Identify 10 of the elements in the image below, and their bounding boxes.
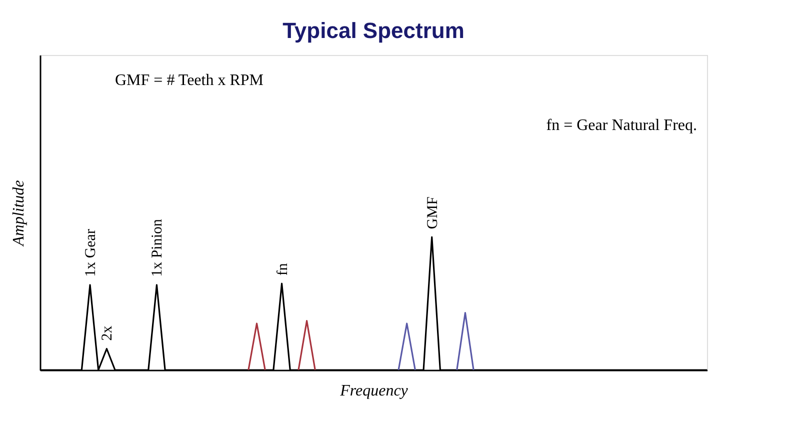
annotation: 1x Pinion [150,218,166,277]
annotation: fn [274,262,291,276]
y-axis-title: Amplitude [10,180,28,247]
chart-title: Typical Spectrum [282,18,464,43]
annotation: 2x [100,325,116,341]
annotation: GMF [424,196,441,230]
annotation: 1x Gear [83,229,100,277]
text: GMF = # Teeth x RPM [115,72,264,89]
x-axis-title: Frequency [339,382,409,400]
text: fn = Gear Natural Freq. [546,117,697,134]
